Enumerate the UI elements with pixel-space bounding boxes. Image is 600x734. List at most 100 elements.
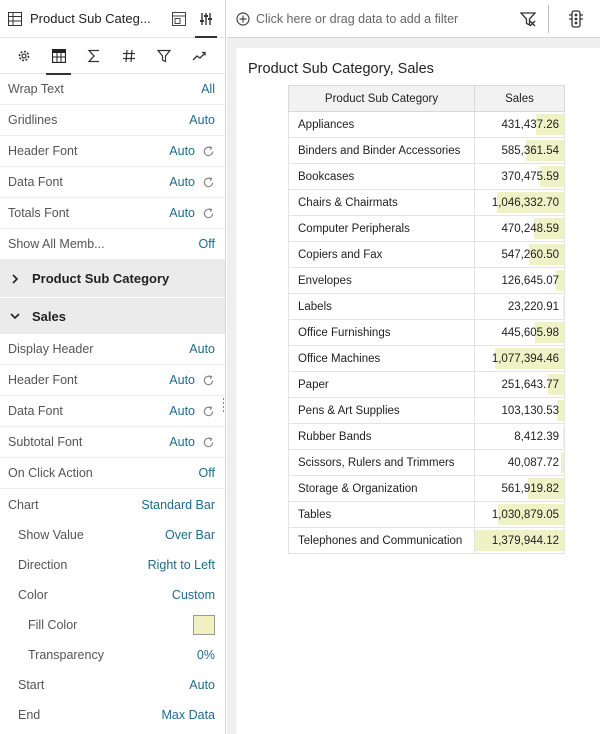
prop-value[interactable]: Off (198, 466, 215, 480)
reset-icon[interactable] (202, 374, 215, 387)
category-cell[interactable]: Computer Peripherals (288, 215, 475, 242)
sales-cell[interactable]: 445,605.98 (474, 319, 565, 346)
reset-icon[interactable] (202, 436, 215, 449)
column-header-category[interactable]: Product Sub Category (288, 85, 475, 112)
filter-settings-icon[interactable] (520, 11, 536, 27)
sales-cell[interactable]: 1,077,394.46 (474, 345, 565, 372)
category-cell[interactable]: Paper (288, 371, 475, 398)
table-row[interactable]: Chairs & Chairmats 1,046,332.70 (288, 189, 565, 216)
sales-cell[interactable]: 470,248.59 (474, 215, 565, 242)
sales-cell[interactable]: 585,361.54 (474, 137, 565, 164)
category-cell[interactable]: Labels (288, 293, 475, 320)
reset-icon[interactable] (202, 207, 215, 220)
prop-value[interactable]: All (201, 82, 215, 96)
table-row[interactable]: Labels 23,220.91 (288, 293, 565, 320)
category-cell[interactable]: Tables (288, 501, 475, 528)
sales-cell[interactable]: 547,260.50 (474, 241, 565, 268)
prop-subtotal-font[interactable]: Subtotal Font Auto (0, 427, 225, 458)
table-row[interactable]: Paper 251,643.77 (288, 371, 565, 398)
category-cell[interactable]: Office Furnishings (288, 319, 475, 346)
column-header-sales[interactable]: Sales (474, 85, 565, 112)
prop-wrap-text[interactable]: Wrap Text All (0, 74, 225, 105)
prop-transparency[interactable]: Transparency 0% (0, 640, 225, 670)
table-row[interactable]: Office Machines 1,077,394.46 (288, 345, 565, 372)
section-product-sub-category[interactable]: Product Sub Category (0, 260, 225, 297)
prop-header-font[interactable]: Header Font Auto (0, 136, 225, 167)
category-cell[interactable]: Envelopes (288, 267, 475, 294)
sales-cell[interactable]: 40,087.72 (474, 449, 565, 476)
section-sales[interactable]: Sales (0, 297, 225, 334)
sales-cell[interactable]: 431,437.26 (474, 111, 565, 138)
prop-value[interactable]: Auto (169, 404, 195, 418)
category-cell[interactable]: Office Machines (288, 345, 475, 372)
table-row[interactable]: Tables 1,030,879.05 (288, 501, 565, 528)
category-cell[interactable]: Telephones and Communication (288, 527, 475, 554)
tab-totals[interactable] (76, 38, 111, 74)
prop-chart[interactable]: Chart Standard Bar (0, 489, 225, 520)
prop-on-click-action[interactable]: On Click Action Off (0, 458, 225, 489)
table-row[interactable]: Computer Peripherals 470,248.59 (288, 215, 565, 242)
prop-value[interactable]: Auto (169, 144, 195, 158)
category-cell[interactable]: Appliances (288, 111, 475, 138)
tab-analytics[interactable] (181, 38, 216, 74)
prop-show-all-members[interactable]: Show All Memb... Off (0, 229, 225, 260)
tab-filters[interactable] (146, 38, 181, 74)
table-row[interactable]: Rubber Bands 8,412.39 (288, 423, 565, 450)
fill-color-swatch[interactable] (193, 615, 215, 635)
reset-icon[interactable] (202, 145, 215, 158)
sales-cell[interactable]: 1,379,944.12 (474, 527, 565, 554)
sales-cell[interactable]: 370,475.59 (474, 163, 565, 190)
prop-data-font[interactable]: Data Font Auto (0, 167, 225, 198)
filter-bar[interactable]: Click here or drag data to add a filter (227, 0, 600, 38)
table-row[interactable]: Pens & Art Supplies 103,130.53 (288, 397, 565, 424)
sales-cell[interactable]: 1,046,332.70 (474, 189, 565, 216)
prop-end[interactable]: End Max Data (0, 700, 225, 730)
sales-cell[interactable]: 103,130.53 (474, 397, 565, 424)
table-row[interactable]: Envelopes 126,645.07 (288, 267, 565, 294)
category-cell[interactable]: Binders and Binder Accessories (288, 137, 475, 164)
layout-button[interactable] (169, 9, 189, 29)
prop-color[interactable]: Color Custom (0, 580, 225, 610)
panel-resize-handle[interactable] (222, 398, 225, 414)
prop-value[interactable]: Standard Bar (141, 497, 215, 512)
filter-hint[interactable]: Click here or drag data to add a filter (256, 11, 459, 26)
reset-icon[interactable] (202, 405, 215, 418)
category-cell[interactable]: Storage & Organization (288, 475, 475, 502)
sales-cell[interactable]: 561,919.82 (474, 475, 565, 502)
sales-cell[interactable]: 8,412.39 (474, 423, 565, 450)
table-row[interactable]: Telephones and Communication 1,379,944.12 (288, 527, 565, 554)
sales-cell[interactable]: 251,643.77 (474, 371, 565, 398)
reset-icon[interactable] (202, 176, 215, 189)
tab-number-format[interactable] (111, 38, 146, 74)
sales-cell[interactable]: 126,645.07 (474, 267, 565, 294)
prop-value[interactable]: Auto (169, 373, 195, 387)
table-visualization[interactable]: Product Sub Category, Sales Product Sub … (236, 48, 600, 734)
prop-fill-color[interactable]: Fill Color (0, 610, 225, 640)
sales-cell[interactable]: 1,030,879.05 (474, 501, 565, 528)
properties-button[interactable] (195, 9, 217, 38)
prop-totals-font[interactable]: Totals Font Auto (0, 198, 225, 229)
table-row[interactable]: Scissors, Rulers and Trimmers 40,087.72 (288, 449, 565, 476)
prop-value[interactable]: Auto (169, 206, 195, 220)
prop-value[interactable]: Custom (171, 588, 215, 602)
prop-header-font[interactable]: Header Font Auto (0, 365, 225, 396)
category-cell[interactable]: Pens & Art Supplies (288, 397, 475, 424)
prop-value[interactable]: Auto (169, 435, 195, 449)
prop-data-font[interactable]: Data Font Auto (0, 396, 225, 427)
prop-value[interactable]: Over Bar (164, 528, 215, 542)
table-row[interactable]: Bookcases 370,475.59 (288, 163, 565, 190)
table-row[interactable]: Office Furnishings 445,605.98 (288, 319, 565, 346)
table-row[interactable]: Appliances 431,437.26 (288, 111, 565, 138)
prop-display-header[interactable]: Display Header Auto (0, 334, 225, 365)
prop-value[interactable]: Auto (189, 342, 215, 356)
prop-value[interactable]: Auto (189, 113, 215, 127)
table-row[interactable]: Binders and Binder Accessories 585,361.54 (288, 137, 565, 164)
category-cell[interactable]: Copiers and Fax (288, 241, 475, 268)
prop-gridlines[interactable]: Gridlines Auto (0, 105, 225, 136)
tab-general[interactable] (6, 38, 41, 74)
category-cell[interactable]: Bookcases (288, 163, 475, 190)
prop-show-value[interactable]: Show Value Over Bar (0, 520, 225, 550)
table-row[interactable]: Storage & Organization 561,919.82 (288, 475, 565, 502)
prop-direction[interactable]: Direction Right to Left (0, 550, 225, 580)
sales-cell[interactable]: 23,220.91 (474, 293, 565, 320)
